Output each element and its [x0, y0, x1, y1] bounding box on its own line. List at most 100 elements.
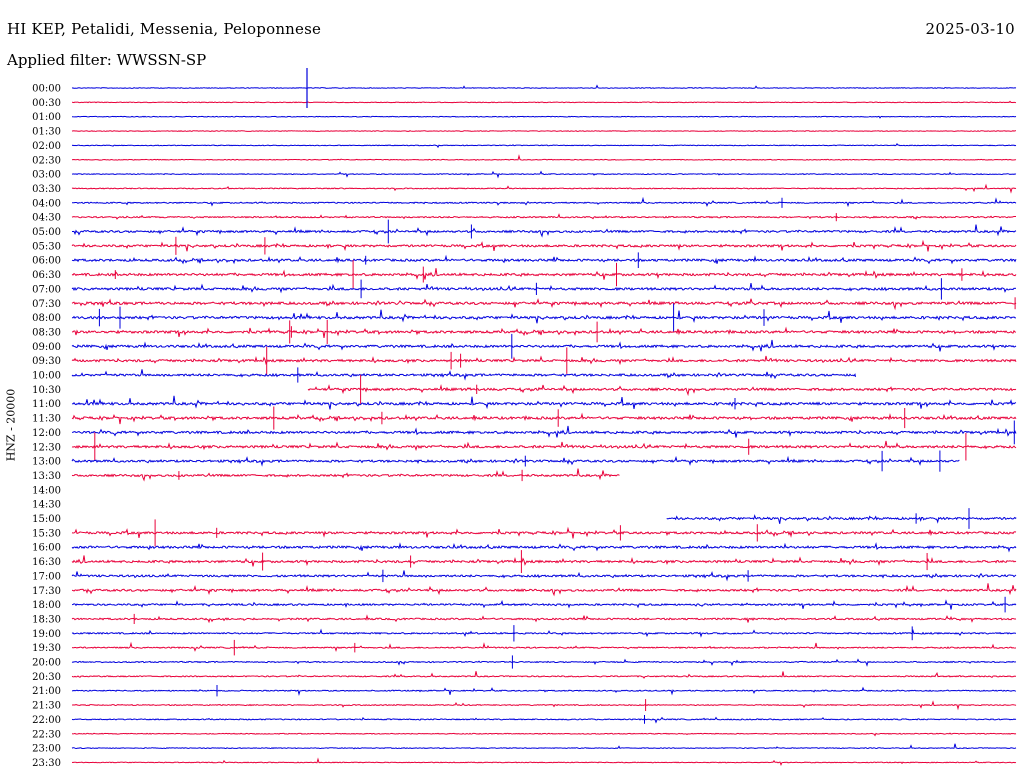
seismic-trace	[71, 115, 1017, 119]
seismic-trace	[71, 154, 1017, 161]
seismic-trace	[666, 514, 1017, 524]
seismic-trace	[71, 425, 1017, 438]
seismic-trace	[71, 700, 1017, 711]
row-time-label: 10:00	[32, 371, 61, 382]
row-time-label: 23:30	[32, 758, 61, 769]
row-time-label: 02:30	[32, 155, 61, 166]
seismic-trace	[71, 369, 856, 381]
row-time-label: 17:00	[32, 571, 61, 582]
row-time-label: 04:00	[32, 198, 61, 209]
seismic-trace	[71, 339, 1017, 352]
seismic-trace	[71, 224, 1017, 238]
record-date: 2025-03-10	[925, 20, 1015, 38]
seismic-trace	[71, 196, 1017, 208]
row-time-label: 22:00	[32, 715, 61, 726]
row-time-label: 20:30	[32, 672, 61, 683]
row-time-label: 05:30	[32, 241, 61, 252]
row-time-label: 09:00	[32, 342, 61, 353]
row-time-label: 11:30	[32, 414, 61, 425]
seismic-trace	[71, 440, 1017, 452]
seismic-trace	[71, 355, 1017, 366]
row-time-label: 17:30	[32, 586, 61, 597]
seismic-trace	[71, 170, 1017, 179]
row-time-label: 06:30	[32, 270, 61, 281]
row-time-label: 07:00	[32, 284, 61, 295]
seismic-trace	[71, 268, 1017, 280]
seismic-trace	[307, 384, 1017, 397]
seismic-trace	[71, 555, 1017, 567]
seismic-trace	[71, 526, 1017, 539]
row-time-label: 19:30	[32, 643, 61, 654]
row-time-label: 16:30	[32, 557, 61, 568]
row-time-label: 14:30	[32, 500, 61, 511]
seismic-trace	[71, 213, 1017, 220]
seismic-trace	[71, 658, 1017, 667]
row-time-label: 01:30	[32, 127, 61, 138]
seismic-trace	[71, 130, 1017, 132]
row-time-label: 08:30	[32, 327, 61, 338]
row-time-label: 23:00	[32, 744, 61, 755]
filter-label: Applied filter:	[7, 51, 112, 69]
seismic-trace	[71, 542, 1017, 553]
row-time-label: 22:30	[32, 729, 61, 740]
seismic-trace	[71, 614, 1017, 624]
station-title: HI KEP, Petalidi, Messenia, Peloponnese	[7, 20, 322, 38]
row-time-label: 15:30	[32, 528, 61, 539]
row-time-label: 00:30	[32, 98, 61, 109]
seismic-trace	[71, 468, 620, 482]
row-time-label: 02:00	[32, 141, 61, 152]
seismic-trace	[71, 326, 1017, 338]
row-time-label: 18:30	[32, 614, 61, 625]
filter-info: Applied filter: WWSSN-SP	[7, 51, 206, 69]
seismic-trace	[71, 583, 1017, 597]
seismic-trace	[71, 84, 1017, 89]
seismic-trace	[71, 732, 1017, 737]
seismic-trace	[71, 412, 1017, 425]
seismic-trace	[71, 671, 1016, 679]
seismic-trace	[71, 455, 960, 467]
seismic-trace	[71, 757, 1017, 767]
seismic-trace	[71, 743, 1017, 750]
seismic-trace	[71, 395, 1017, 410]
row-time-label: 08:00	[32, 313, 61, 324]
seismic-trace	[71, 570, 1017, 582]
row-time-label: 21:00	[32, 686, 61, 697]
row-time-label: 03:30	[32, 184, 61, 195]
row-time-label: 20:00	[32, 658, 61, 669]
seismic-trace	[71, 628, 1017, 638]
row-time-label: 19:00	[32, 629, 61, 640]
row-time-label: 00:00	[32, 84, 61, 95]
seismic-trace	[71, 100, 1017, 104]
row-time-label: 18:00	[32, 600, 61, 611]
seismic-trace	[71, 282, 1017, 294]
row-time-label: 04:30	[32, 213, 61, 224]
seismic-trace	[71, 254, 1017, 265]
row-time-label: 14:00	[32, 485, 61, 496]
row-time-label: 06:00	[32, 256, 61, 267]
seismic-trace	[71, 641, 1017, 653]
filter-value: WWSSN-SP	[116, 51, 207, 69]
seismic-trace	[71, 716, 1017, 724]
row-time-label: 03:00	[32, 170, 61, 181]
row-time-label: 09:30	[32, 356, 61, 367]
row-time-label: 05:00	[32, 227, 61, 238]
row-time-label: 13:30	[32, 471, 61, 482]
row-time-label: 21:30	[32, 701, 61, 712]
seismic-trace	[71, 686, 1017, 697]
row-time-label: 15:00	[32, 514, 61, 525]
row-time-label: 01:00	[32, 112, 61, 123]
row-time-label: 12:30	[32, 442, 61, 453]
row-time-label: 11:00	[32, 399, 61, 410]
row-time-label: 16:00	[32, 543, 61, 554]
seismic-trace	[71, 599, 1017, 610]
seismic-trace	[71, 183, 1017, 194]
seismic-trace	[71, 239, 1017, 252]
seismic-trace	[71, 298, 1017, 311]
row-time-label: 10:30	[32, 385, 61, 396]
row-time-label: 13:00	[32, 457, 61, 468]
row-time-label: 12:00	[32, 428, 61, 439]
seismic-trace	[71, 143, 1017, 149]
seismic-trace	[71, 309, 1017, 324]
row-time-label: 07:30	[32, 299, 61, 310]
